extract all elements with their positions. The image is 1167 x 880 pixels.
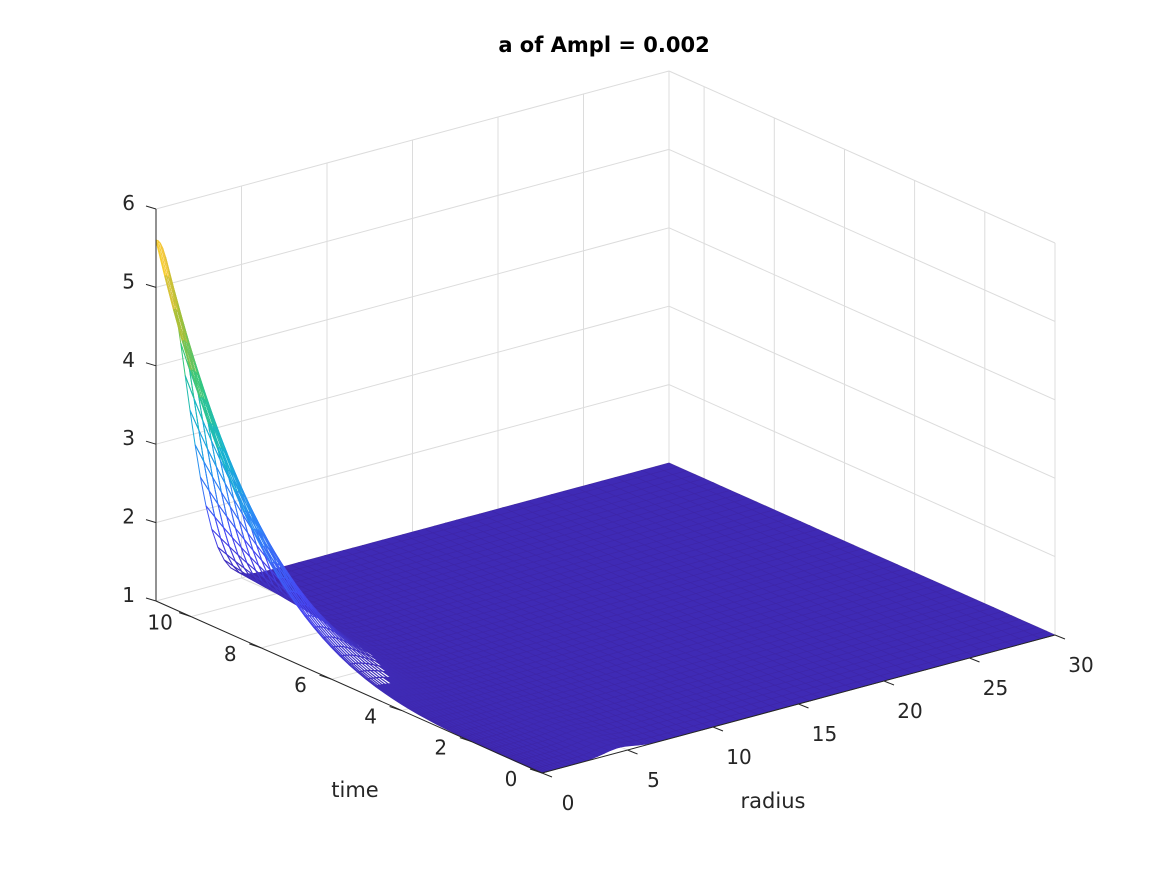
surface-edge (348, 664, 359, 673)
grid-line (155, 227, 670, 367)
surface-edge (313, 627, 324, 639)
surface-edge (251, 529, 262, 548)
grid-line (668, 305, 1056, 479)
surface-edge (454, 732, 464, 738)
surface-edge (155, 240, 166, 277)
grid-line (668, 70, 1056, 244)
z-tick-label: 3 (122, 426, 135, 450)
surface-edge (374, 685, 385, 693)
z-tick-mark (145, 283, 157, 288)
x-tick-label: 15 (812, 722, 837, 746)
y-tick-label: 8 (224, 642, 237, 666)
grid-line (155, 70, 670, 210)
y-tick-label: 2 (434, 736, 447, 760)
x-tick-mark (712, 726, 724, 732)
y-tick-label: 0 (505, 767, 518, 791)
surface-edge (164, 275, 175, 310)
x-tick-label: 10 (726, 745, 751, 769)
x-tick-label: 20 (897, 699, 922, 723)
surface-edge (304, 615, 315, 628)
x-tick-label: 5 (647, 768, 660, 792)
surface-edge (234, 491, 245, 512)
surface-edge (436, 723, 446, 730)
z-tick-mark (145, 440, 157, 445)
surface-edge (410, 708, 420, 716)
z-tick-label: 1 (122, 583, 135, 607)
surface-edge (383, 692, 394, 699)
surface-edge (357, 671, 367, 680)
grid-line (668, 384, 1056, 558)
surface-edge (366, 678, 376, 687)
surface-edge (216, 447, 227, 471)
surface-edge (322, 637, 332, 648)
surface-edge (445, 728, 455, 734)
surface-edge (278, 577, 289, 592)
surface-edge (331, 646, 341, 657)
x-tick-mark (798, 703, 809, 709)
y-tick-mark (319, 674, 332, 680)
y-tick-mark (249, 643, 262, 649)
z-tick-mark (145, 362, 157, 367)
y-tick-mark (389, 706, 402, 711)
y-tick-mark (529, 768, 543, 774)
z-tick-label: 5 (122, 269, 135, 293)
surface-edge (401, 703, 411, 711)
y-tick-label: 6 (294, 673, 307, 697)
surface-edge (243, 511, 254, 531)
surface (155, 239, 1056, 774)
x-axis-label: radius (741, 789, 806, 813)
z-tick-label: 2 (122, 505, 135, 529)
x-tick-mark (883, 680, 895, 686)
x-tick-mark (969, 657, 980, 663)
y-tick-label: 10 (147, 611, 172, 635)
surface-edge (172, 309, 183, 341)
z-tick-mark (145, 519, 157, 524)
grid-line (155, 384, 670, 524)
surface-edge (269, 562, 280, 579)
surface-edge (287, 591, 297, 605)
surface-edge (260, 546, 271, 564)
x-tick-mark (627, 749, 638, 755)
z-tick-label: 6 (122, 191, 135, 215)
x-tick-label: 0 (562, 791, 575, 815)
grid-line (155, 148, 670, 288)
x-tick-mark (541, 772, 553, 778)
surface-edge (190, 370, 201, 399)
y-tick-mark (459, 737, 472, 743)
z-tick-mark (145, 597, 157, 602)
surface-edge (181, 340, 192, 371)
y-tick-mark (178, 612, 192, 618)
surface-edge (295, 604, 306, 617)
surface-edge (339, 655, 350, 665)
grid-line (155, 305, 670, 445)
y-tick-label: 4 (364, 705, 377, 729)
z-tick-mark (145, 205, 157, 210)
surface-edge (392, 697, 402, 705)
surface-edge (199, 397, 210, 424)
surface-edge (418, 714, 429, 720)
y-axis-label: time (331, 778, 378, 802)
surface-edge (427, 718, 437, 725)
y-axis-line (155, 600, 543, 774)
z-tick-label: 4 (122, 348, 135, 372)
surface-edge (225, 470, 236, 493)
surface-edge (208, 423, 218, 449)
x-tick-mark (1054, 634, 1066, 640)
x-tick-label: 30 (1068, 653, 1093, 677)
grid-line (668, 148, 1056, 322)
grid-line (668, 227, 1056, 401)
x-tick-label: 25 (983, 676, 1008, 700)
chart-title: a of Ampl = 0.002 (498, 33, 709, 57)
